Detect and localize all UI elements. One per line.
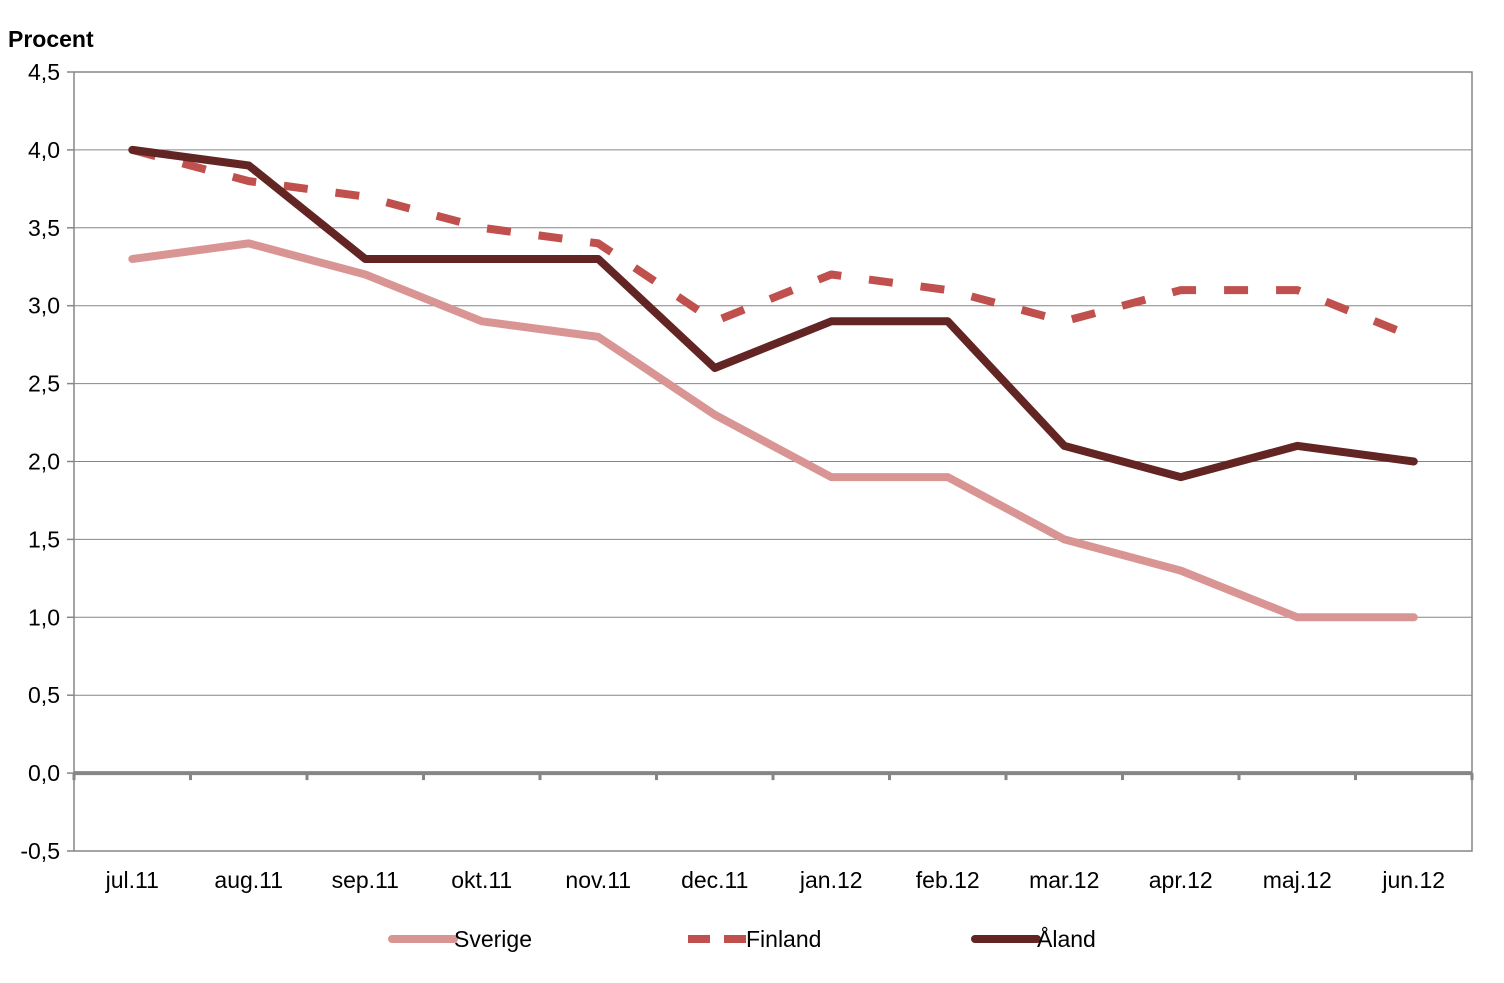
x-tick-label: nov.11 <box>565 867 631 893</box>
x-tick-label: apr.12 <box>1149 867 1213 893</box>
x-tick-label: mar.12 <box>1029 867 1099 893</box>
x-tick-label: aug.11 <box>214 867 283 893</box>
x-tick-label: sep.11 <box>332 867 399 893</box>
y-tick-label: 3,0 <box>28 293 60 319</box>
series-lines <box>128 145 1418 622</box>
y-tick-label: 2,5 <box>28 371 60 397</box>
axes: -0,5 0,0 0,5 1,0 1,5 2,0 2,5 3,0 3,5 4,0 4,5 jul.11… <box>20 59 1474 893</box>
legend-label: Sverige <box>454 926 532 952</box>
y-tick-label: 1,5 <box>28 526 60 552</box>
series-line-sverige <box>128 239 1418 622</box>
y-tick-label: 3,5 <box>28 215 60 241</box>
y-tick-label: 4,5 <box>28 59 60 85</box>
y-tick-label: 1,0 <box>28 604 60 630</box>
legend-label: Finland <box>746 926 821 952</box>
x-tick-label: jun.12 <box>1381 867 1445 893</box>
x-tick-label: jan.12 <box>799 867 863 893</box>
x-tick-label: feb.12 <box>916 867 980 893</box>
x-tick-label: okt.11 <box>451 867 512 893</box>
x-tick-label: jul.11 <box>105 867 159 893</box>
legend-label: Åland <box>1037 925 1096 952</box>
y-tick-label: 0,0 <box>28 760 60 786</box>
x-tick-label: dec.11 <box>681 867 748 893</box>
y-tick-label: 4,0 <box>28 137 60 163</box>
y-tick-label: 0,5 <box>28 682 60 708</box>
x-tick-label: maj.12 <box>1263 867 1332 893</box>
y-tick-label: -0,5 <box>20 838 60 864</box>
y-tick-label: 2,0 <box>28 449 60 475</box>
series-line-land <box>128 145 1418 482</box>
y-axis-label: Procent <box>8 26 94 52</box>
series-line-finland <box>131 146 1416 341</box>
legend: Sverige Finland Åland <box>388 925 1096 952</box>
